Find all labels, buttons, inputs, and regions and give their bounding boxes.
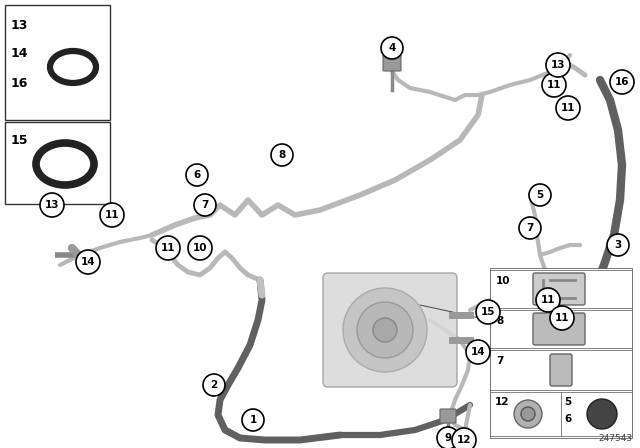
- Text: 12: 12: [457, 435, 471, 445]
- Circle shape: [271, 144, 293, 166]
- Text: 5: 5: [564, 397, 572, 407]
- Text: 16: 16: [615, 77, 629, 87]
- Circle shape: [536, 288, 560, 312]
- Circle shape: [343, 288, 427, 372]
- Text: 1: 1: [250, 415, 257, 425]
- Circle shape: [542, 73, 566, 97]
- Circle shape: [476, 300, 500, 324]
- Text: 8: 8: [496, 316, 503, 326]
- Circle shape: [40, 193, 64, 217]
- Circle shape: [519, 217, 541, 239]
- Text: 10: 10: [193, 243, 207, 253]
- Circle shape: [437, 427, 459, 448]
- Circle shape: [100, 203, 124, 227]
- Circle shape: [357, 302, 413, 358]
- Text: 15: 15: [481, 307, 495, 317]
- Circle shape: [556, 96, 580, 120]
- Text: 12: 12: [495, 397, 509, 407]
- FancyBboxPatch shape: [533, 273, 585, 305]
- FancyBboxPatch shape: [533, 313, 585, 345]
- Circle shape: [242, 409, 264, 431]
- FancyBboxPatch shape: [440, 409, 456, 423]
- Text: 7: 7: [526, 223, 534, 233]
- Text: 13: 13: [11, 19, 28, 32]
- Bar: [5, 5, 110, 120]
- Circle shape: [156, 236, 180, 260]
- Text: 13: 13: [45, 200, 60, 210]
- Circle shape: [188, 236, 212, 260]
- Text: 2: 2: [211, 380, 218, 390]
- Text: 14: 14: [81, 257, 95, 267]
- Circle shape: [521, 407, 535, 421]
- Text: 13: 13: [551, 60, 565, 70]
- Text: 15: 15: [11, 134, 29, 147]
- Bar: [490, 392, 632, 436]
- Circle shape: [76, 250, 100, 274]
- Text: 11: 11: [555, 313, 569, 323]
- Circle shape: [610, 70, 634, 94]
- Circle shape: [529, 184, 551, 206]
- Circle shape: [550, 306, 574, 330]
- Text: 11: 11: [561, 103, 575, 113]
- Circle shape: [373, 318, 397, 342]
- FancyBboxPatch shape: [383, 55, 401, 71]
- Text: 14: 14: [11, 47, 29, 60]
- Circle shape: [546, 53, 570, 77]
- Text: 5: 5: [536, 190, 543, 200]
- Circle shape: [587, 399, 617, 429]
- Text: 4: 4: [388, 43, 396, 53]
- Circle shape: [194, 194, 216, 216]
- Circle shape: [514, 400, 542, 428]
- Text: 6: 6: [193, 170, 200, 180]
- Bar: [490, 350, 632, 390]
- Circle shape: [452, 428, 476, 448]
- Circle shape: [186, 164, 208, 186]
- Text: 10: 10: [496, 276, 511, 286]
- Circle shape: [381, 37, 403, 59]
- FancyBboxPatch shape: [323, 273, 457, 387]
- Bar: [490, 268, 632, 438]
- Text: 7: 7: [202, 200, 209, 210]
- Text: 6: 6: [564, 414, 572, 424]
- Circle shape: [466, 340, 490, 364]
- Text: 11: 11: [161, 243, 175, 253]
- Bar: [5, 122, 110, 204]
- Ellipse shape: [58, 58, 88, 76]
- Text: 7: 7: [496, 356, 504, 366]
- Text: 11: 11: [547, 80, 561, 90]
- Text: 3: 3: [614, 240, 621, 250]
- Text: 8: 8: [278, 150, 285, 160]
- Ellipse shape: [45, 151, 85, 177]
- Text: 11: 11: [541, 295, 556, 305]
- Text: 16: 16: [11, 77, 28, 90]
- Text: 247543: 247543: [598, 434, 632, 443]
- Circle shape: [607, 234, 629, 256]
- Text: 14: 14: [470, 347, 485, 357]
- Bar: [490, 270, 632, 308]
- Circle shape: [203, 374, 225, 396]
- Text: 9: 9: [444, 433, 452, 443]
- Text: 11: 11: [105, 210, 119, 220]
- FancyBboxPatch shape: [550, 354, 572, 386]
- Bar: [490, 310, 632, 348]
